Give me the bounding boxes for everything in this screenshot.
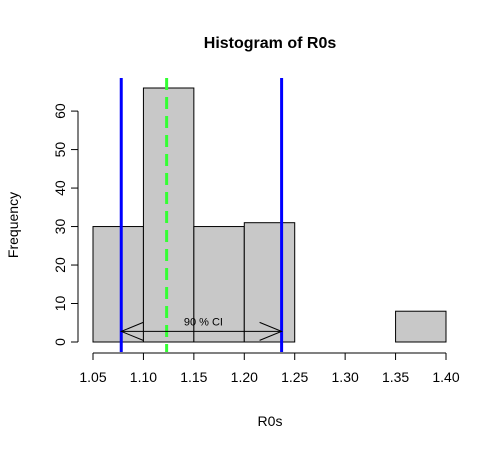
x-tick-label: 1.10 [130, 369, 157, 385]
y-tick-label: 30 [52, 219, 68, 235]
bars-layer [92, 87, 447, 343]
chart-title: Histogram of R0s [204, 35, 337, 52]
x-tick-label: 1.25 [281, 369, 308, 385]
x-tick-label: 1.20 [231, 369, 258, 385]
y-tick-label: 20 [52, 257, 68, 273]
y-tick-label: 40 [52, 180, 68, 196]
histogram-bar [243, 222, 296, 343]
ci-annotation-layer: 90 % CI [119, 316, 283, 341]
x-tick-label: 1.30 [332, 369, 359, 385]
y-tick-label: 50 [52, 142, 68, 158]
y-tick-label: 0 [52, 338, 68, 346]
histogram-bar [92, 226, 144, 343]
ci-label: 90 % CI [184, 316, 223, 328]
reference-lines-layer [119, 78, 284, 352]
x-tick-label: 1.15 [180, 369, 207, 385]
x-tick-label: 1.40 [432, 369, 459, 385]
x-tick-label: 1.35 [382, 369, 409, 385]
ci-arrow-left-head [119, 321, 144, 341]
y-tick-label: 60 [52, 103, 68, 119]
x-tick-label: 1.05 [79, 369, 106, 385]
histogram-bar [193, 226, 245, 343]
histogram-bar [142, 87, 195, 343]
x-axis: 1.05 1.10 1.15 1.20 1.25 1.30 1.35 1.40 [79, 352, 460, 385]
x-axis-label: R0s [258, 413, 283, 429]
ci-arrow-right-head [259, 321, 283, 341]
y-axis: 0 10 20 30 40 50 60 [52, 103, 79, 346]
y-axis-label: Frequency [5, 192, 21, 258]
histogram-bar [395, 310, 447, 343]
y-tick-label: 10 [52, 296, 68, 312]
